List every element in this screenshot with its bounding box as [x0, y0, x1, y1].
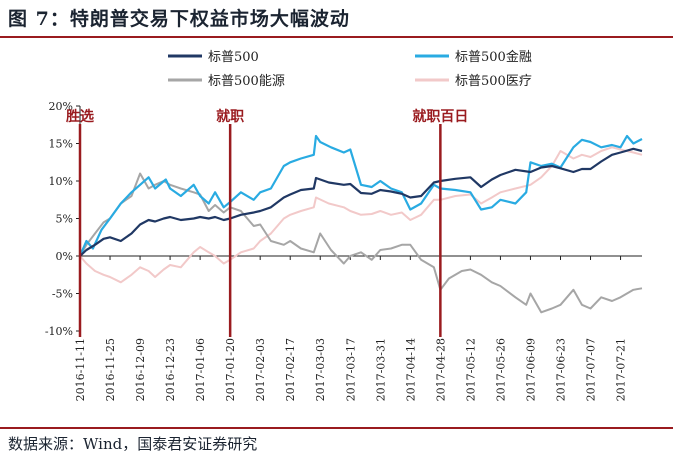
series-line-financials: [78, 134, 643, 257]
x-tick-label: 2016-11-11: [74, 338, 87, 401]
x-tick-label: 2017-03-03: [314, 338, 327, 401]
x-tick-label: 2017-03-17: [344, 338, 357, 401]
x-tick-label: 2016-12-23: [164, 338, 177, 401]
x-tick-labels: 2016-11-11 2016-11-25 2016-12-09 2016-12-23…: [74, 338, 628, 401]
x-tick-label: 2017-03-31: [374, 338, 387, 401]
y-tick-label: -10%: [45, 325, 73, 338]
x-tick-label: 2017-07-21: [615, 338, 628, 401]
x-tick-label: 2017-06-09: [524, 338, 537, 401]
y-tick-label: -5%: [52, 288, 73, 301]
series-lines: [78, 134, 643, 314]
x-tick-label: 2017-02-03: [254, 338, 267, 401]
x-tick-label: 2017-05-12: [464, 338, 477, 401]
event-markers: 胜选 就职 就职百日: [66, 108, 468, 337]
legend-label-sp500: 标普500: [208, 50, 259, 65]
x-tick-label: 2017-05-26: [494, 338, 507, 401]
event-label-2: 就职百日: [412, 108, 468, 125]
figure-title: 图 7：特朗普交易下权益市场大幅波动: [8, 8, 350, 30]
x-tick-label: 2017-06-23: [554, 338, 567, 401]
x-tick-label: 2016-11-25: [104, 338, 117, 401]
y-tick-labels: -10% -5% 0% 5% 10% 15% 20%: [45, 100, 73, 338]
series-line-healthcare: [79, 146, 643, 284]
source-note: 数据来源：Wind，国泰君安证券研究: [8, 435, 258, 453]
series-line-energy: [79, 172, 643, 314]
x-tick-label: 2017-04-14: [404, 338, 417, 401]
y-tick-label: 0%: [56, 250, 73, 263]
legend-label-healthcare: 标普500医疗: [455, 74, 532, 89]
title-rule: [0, 36, 673, 38]
series-line-sp500: [79, 147, 643, 257]
y-tick-label: 20%: [49, 100, 73, 113]
event-label-0: 胜选: [66, 108, 94, 125]
y-tick-label: 5%: [56, 213, 73, 226]
y-tick-label: 15%: [49, 138, 73, 151]
x-tick-label: 2017-02-17: [284, 338, 297, 401]
y-tick-label: 10%: [49, 175, 73, 188]
legend-label-financials: 标普500金融: [455, 49, 532, 65]
x-tick-label: 2016-12-09: [134, 338, 147, 401]
x-tick-label: 2017-01-20: [224, 338, 237, 401]
x-tick-label: 2017-01-06: [194, 338, 207, 401]
source-rule: [0, 427, 673, 429]
x-tick-label: 2017-07-07: [585, 338, 598, 401]
legend-label-energy: 标普500能源: [208, 74, 285, 89]
event-label-1: 就职: [216, 108, 244, 125]
x-tick-label: 2017-04-28: [434, 338, 447, 401]
